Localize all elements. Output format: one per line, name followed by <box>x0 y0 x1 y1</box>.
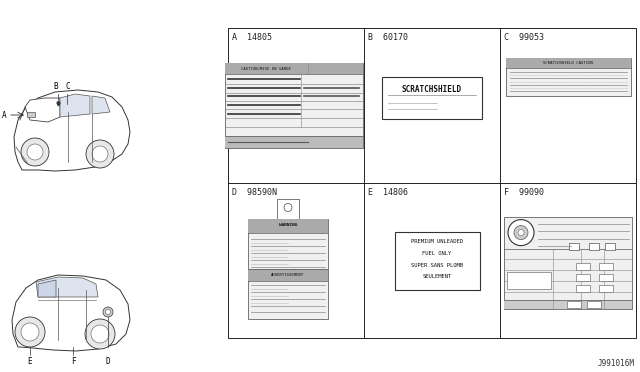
Bar <box>587 301 600 308</box>
Circle shape <box>86 140 114 168</box>
Bar <box>228 28 636 338</box>
Circle shape <box>21 138 49 166</box>
Bar <box>507 272 550 289</box>
Bar <box>577 274 590 281</box>
Polygon shape <box>38 280 56 297</box>
Circle shape <box>106 310 111 314</box>
Bar <box>27 112 35 117</box>
Bar <box>589 243 598 250</box>
Bar <box>382 77 482 119</box>
Circle shape <box>508 219 534 246</box>
Text: J991016M: J991016M <box>598 359 635 368</box>
Bar <box>577 285 590 292</box>
Text: SUPER SANS PLOMB: SUPER SANS PLOMB <box>411 263 463 267</box>
Text: C  99053: C 99053 <box>504 33 544 42</box>
Circle shape <box>518 230 524 235</box>
Text: FUEL ONLY: FUEL ONLY <box>422 251 452 256</box>
Polygon shape <box>25 98 60 122</box>
Circle shape <box>21 323 39 341</box>
Text: B: B <box>54 82 58 91</box>
Text: PREMIUM UNLEADED: PREMIUM UNLEADED <box>411 240 463 244</box>
Text: SEULEMENT: SEULEMENT <box>422 274 452 279</box>
Bar <box>225 63 363 74</box>
Bar <box>248 218 328 232</box>
Bar <box>504 300 632 308</box>
Text: A: A <box>1 110 6 119</box>
Text: CAUTION/MISE EN GARDE: CAUTION/MISE EN GARDE <box>241 67 291 71</box>
Bar <box>225 63 363 148</box>
Circle shape <box>92 146 108 162</box>
Polygon shape <box>14 90 130 171</box>
Bar <box>605 243 615 250</box>
Circle shape <box>91 325 109 343</box>
Bar <box>600 274 613 281</box>
Circle shape <box>15 317 45 347</box>
Bar <box>506 58 630 67</box>
Text: SCRATCHSHIELD CAUTION: SCRATCHSHIELD CAUTION <box>543 61 593 64</box>
Bar <box>225 136 363 148</box>
Text: F  99090: F 99090 <box>504 188 544 197</box>
Circle shape <box>27 144 43 160</box>
Polygon shape <box>92 96 110 114</box>
Bar <box>394 231 479 289</box>
Circle shape <box>85 319 115 349</box>
Bar <box>277 199 299 218</box>
Circle shape <box>284 203 292 212</box>
Bar <box>600 263 613 270</box>
Text: C: C <box>66 82 70 91</box>
Text: WARNING: WARNING <box>279 224 297 228</box>
Circle shape <box>514 225 528 240</box>
Bar <box>577 263 590 270</box>
Bar <box>506 58 630 96</box>
Text: B  60170: B 60170 <box>368 33 408 42</box>
Circle shape <box>103 307 113 317</box>
Text: SCRATCHSHIELD: SCRATCHSHIELD <box>402 86 462 94</box>
Text: A  14805: A 14805 <box>232 33 272 42</box>
Bar <box>570 243 579 250</box>
Polygon shape <box>36 277 98 297</box>
Text: E: E <box>28 357 32 366</box>
Text: E  14806: E 14806 <box>368 188 408 197</box>
Polygon shape <box>12 275 130 351</box>
Polygon shape <box>60 94 90 117</box>
Text: ADVERTISSEMENT: ADVERTISSEMENT <box>271 273 305 276</box>
Text: F: F <box>70 357 76 366</box>
Bar <box>504 217 632 308</box>
Text: D: D <box>106 357 110 366</box>
Bar <box>600 285 613 292</box>
Bar <box>248 269 328 280</box>
Text: D  98590N: D 98590N <box>232 188 277 197</box>
Bar <box>568 301 581 308</box>
Bar <box>248 218 328 318</box>
